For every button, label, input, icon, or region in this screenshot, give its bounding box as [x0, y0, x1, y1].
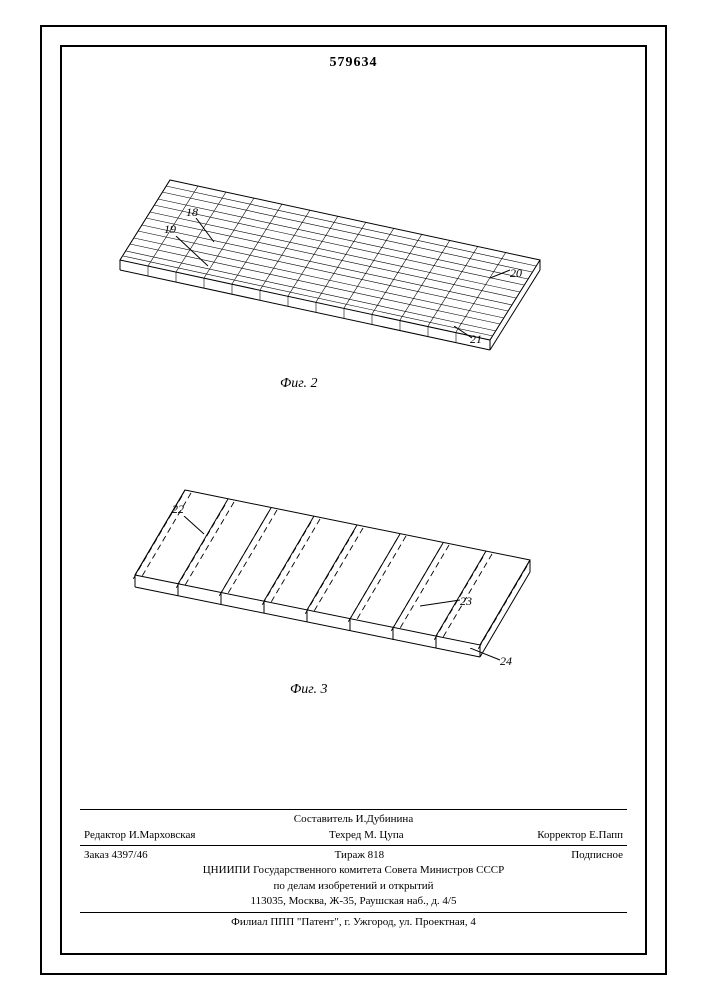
callout-22: 22: [172, 502, 184, 517]
org-line-1: ЦНИИПИ Государственного комитета Совета …: [80, 863, 627, 878]
document-number: 579634: [0, 55, 707, 71]
callout-23-line: [420, 596, 462, 610]
callout-19-line: [172, 236, 212, 270]
circulation: Тираж 818: [335, 848, 385, 863]
figure-2-caption: Фиг. 2: [280, 376, 318, 392]
compiler-name: И.Дубинина: [356, 813, 414, 825]
compiler-row: Составитель И.Дубинина: [80, 812, 627, 827]
callout-19: 19: [164, 222, 176, 237]
order-number: Заказ 4397/46: [84, 848, 148, 863]
techred: Техред М. Цупа: [329, 828, 404, 843]
callout-24-line: [470, 648, 504, 666]
address-2: Филиал ППП "Патент", г. Ужгород, ул. Про…: [80, 915, 627, 930]
corrector: Корректор Е.Папп: [537, 828, 623, 843]
callout-20-line: [490, 268, 514, 282]
address-1: 113035, Москва, Ж-35, Раушская наб., д. …: [80, 894, 627, 909]
editor: Редактор И.Марховская: [84, 828, 195, 843]
credits-row: Редактор И.Марховская Техред М. Цупа Кор…: [80, 828, 627, 843]
figure-3-caption: Фиг. 3: [290, 682, 328, 698]
subscription: Подписное: [571, 848, 623, 863]
callout-21-line: [454, 326, 478, 344]
footer-colophon: Составитель И.Дубинина Редактор И.Мархов…: [80, 807, 627, 930]
compiler-label: Составитель: [294, 813, 353, 825]
org-line-2: по делам изобретений и открытий: [80, 879, 627, 894]
callout-22-line: [182, 516, 208, 538]
order-row: Заказ 4397/46 Тираж 818 Подписное: [80, 848, 627, 863]
